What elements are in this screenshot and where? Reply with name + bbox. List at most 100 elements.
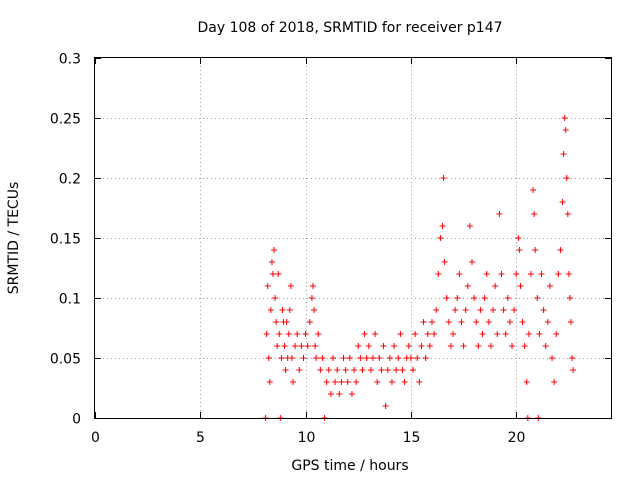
data-point (523, 379, 530, 385)
y-axis-label: SRMTID / TECUs (6, 182, 22, 295)
data-point (285, 331, 292, 337)
data-point (536, 331, 543, 337)
data-point (325, 367, 332, 373)
data-point (468, 259, 475, 265)
data-point (527, 271, 534, 277)
data-point (327, 391, 334, 397)
data-point (351, 367, 358, 373)
data-point (263, 331, 270, 337)
data-point (502, 331, 509, 337)
data-point (492, 283, 499, 289)
data-point (435, 271, 442, 277)
data-point (439, 223, 446, 229)
x-tick-label: 0 (91, 430, 100, 446)
data-point (269, 271, 276, 277)
data-point (334, 367, 341, 373)
data-point (323, 379, 330, 385)
data-point (382, 403, 389, 409)
data-point (340, 355, 347, 361)
data-point (399, 367, 406, 373)
data-point (452, 307, 459, 313)
y-tick-label: 0.05 (50, 352, 81, 368)
data-point (481, 295, 488, 301)
data-point (544, 319, 551, 325)
y-tick-label: 0.1 (59, 292, 81, 308)
data-point (531, 211, 538, 217)
data-point (361, 331, 368, 337)
data-point (376, 355, 383, 361)
data-point (515, 235, 522, 241)
data-point (466, 223, 473, 229)
data-point (437, 235, 444, 241)
data-point (391, 343, 398, 349)
data-point (268, 259, 275, 265)
data-point (374, 379, 381, 385)
y-tick-label: 0 (72, 412, 81, 428)
data-point (281, 343, 288, 349)
data-point (272, 295, 279, 301)
data-point (454, 295, 461, 301)
data-point (450, 331, 457, 337)
data-point (433, 307, 440, 313)
data-point (496, 211, 503, 217)
data-point (563, 175, 570, 181)
data-point (538, 271, 545, 277)
data-point (405, 343, 412, 349)
data-point (458, 319, 465, 325)
data-point (317, 367, 324, 373)
data-point (294, 331, 301, 337)
data-point (304, 343, 311, 349)
data-point (567, 319, 574, 325)
chart-title: Day 108 of 2018, SRMTID for receiver p14… (197, 20, 502, 36)
data-point (266, 379, 273, 385)
data-point (534, 295, 541, 301)
data-point (509, 343, 516, 349)
data-point (279, 307, 286, 313)
data-point (283, 319, 290, 325)
data-point (332, 379, 339, 385)
data-point (471, 295, 478, 301)
data-point (562, 127, 569, 133)
data-point (401, 379, 408, 385)
data-point (346, 355, 353, 361)
data-point (275, 271, 282, 277)
data-point (407, 355, 414, 361)
y-tick-label: 0.2 (59, 172, 81, 188)
data-point (274, 343, 281, 349)
data-point (504, 295, 511, 301)
data-point (532, 247, 539, 253)
data-point (516, 247, 523, 253)
data-point (473, 319, 480, 325)
data-point (511, 307, 518, 313)
data-point (555, 271, 562, 277)
data-point (388, 379, 395, 385)
data-point (494, 331, 501, 337)
data-point (557, 247, 564, 253)
data-point (551, 379, 558, 385)
data-point (428, 319, 435, 325)
data-point (313, 355, 320, 361)
data-point (287, 283, 294, 289)
data-point (271, 247, 278, 253)
data-point (282, 367, 289, 373)
data-point (267, 307, 274, 313)
data-point (566, 295, 573, 301)
data-point (312, 343, 319, 349)
y-tick-label: 0.15 (50, 232, 81, 248)
axes: 0 0.05 0.1 0.15 0.2 0.25 0.3 0 5 10 15 20 (50, 52, 611, 446)
data-point (273, 319, 280, 325)
data-point (319, 355, 326, 361)
data-point (540, 307, 547, 313)
data-point (393, 367, 400, 373)
data-point (521, 343, 528, 349)
data-point (289, 379, 296, 385)
y-tick-label: 0.3 (59, 52, 81, 68)
data-point (464, 283, 471, 289)
data-point (490, 307, 497, 313)
data-point (397, 331, 404, 337)
data-point (265, 355, 272, 361)
data-point (549, 355, 556, 361)
data-point (296, 367, 303, 373)
data-point (372, 331, 379, 337)
